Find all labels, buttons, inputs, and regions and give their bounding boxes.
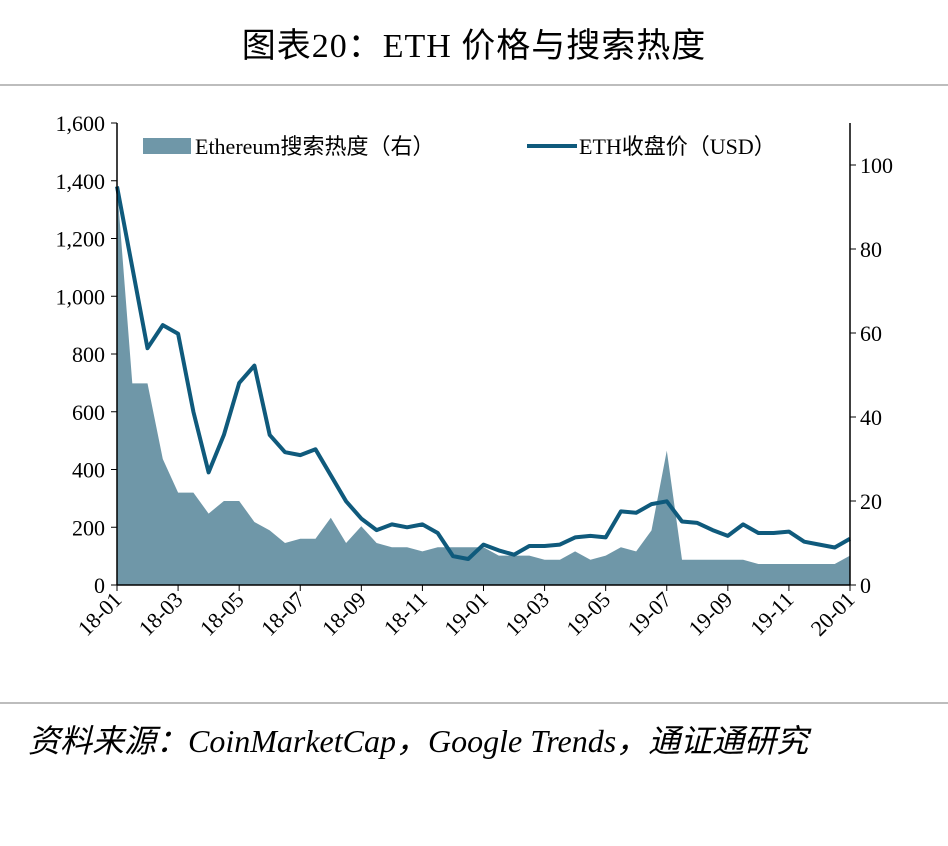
x-tick-label: 18-03 — [134, 587, 188, 641]
legend-swatch — [143, 138, 191, 154]
y-tick-label: 400 — [72, 458, 105, 483]
chart: 0 200 400 600 800 1,000 1,200 1,400 1,600 0 20 40 60… — [56, 111, 894, 641]
rule — [0, 702, 948, 704]
x-tick-label: 18-05 — [195, 587, 249, 641]
y-tick-label: 800 — [72, 342, 105, 367]
y2-tick-label: 20 — [860, 489, 882, 514]
y2-tick-label: 40 — [860, 405, 882, 430]
y-tick-label: 600 — [72, 400, 105, 425]
y-tick-label: 200 — [72, 515, 105, 540]
x-tick-label: 18-09 — [317, 587, 371, 641]
y2-tick-label: 100 — [860, 153, 893, 178]
x-tick-label: 18-07 — [256, 587, 310, 641]
y2-tick-label: 80 — [860, 237, 882, 262]
price-line — [115, 186, 851, 561]
x-tick-label: 18-11 — [379, 587, 432, 640]
x-tick-label: 19-05 — [561, 587, 615, 641]
x-tick-label: 20-01 — [806, 587, 860, 641]
x-tick-label: 19-11 — [745, 587, 798, 640]
chart-title: 图表20：ETH 价格与搜索热度 — [241, 28, 707, 65]
y-tick-label: 1,400 — [56, 169, 106, 194]
legend-label: ETH收盘价（USD） — [579, 134, 776, 159]
x-tick-label: 19-09 — [683, 587, 737, 641]
rule — [0, 84, 948, 86]
y-tick-label: 1,600 — [56, 111, 106, 136]
source-note: 资料来源：CoinMarketCap，Google Trends，通证通研究 — [28, 723, 809, 759]
y2-tick-label: 0 — [860, 573, 871, 598]
x-tick-label: 19-07 — [622, 587, 676, 641]
search-area — [117, 186, 850, 585]
x-tick-label: 19-03 — [500, 587, 554, 641]
y2-tick-label: 60 — [860, 321, 882, 346]
x-tick-label: 18-01 — [73, 587, 127, 641]
y-tick-label: 1,000 — [56, 284, 106, 309]
y-tick-label: 0 — [94, 573, 105, 598]
legend-label: Ethereum搜索热度（右） — [195, 134, 435, 159]
y-tick-label: 1,200 — [56, 227, 106, 252]
x-tick-label: 19-01 — [439, 587, 493, 641]
